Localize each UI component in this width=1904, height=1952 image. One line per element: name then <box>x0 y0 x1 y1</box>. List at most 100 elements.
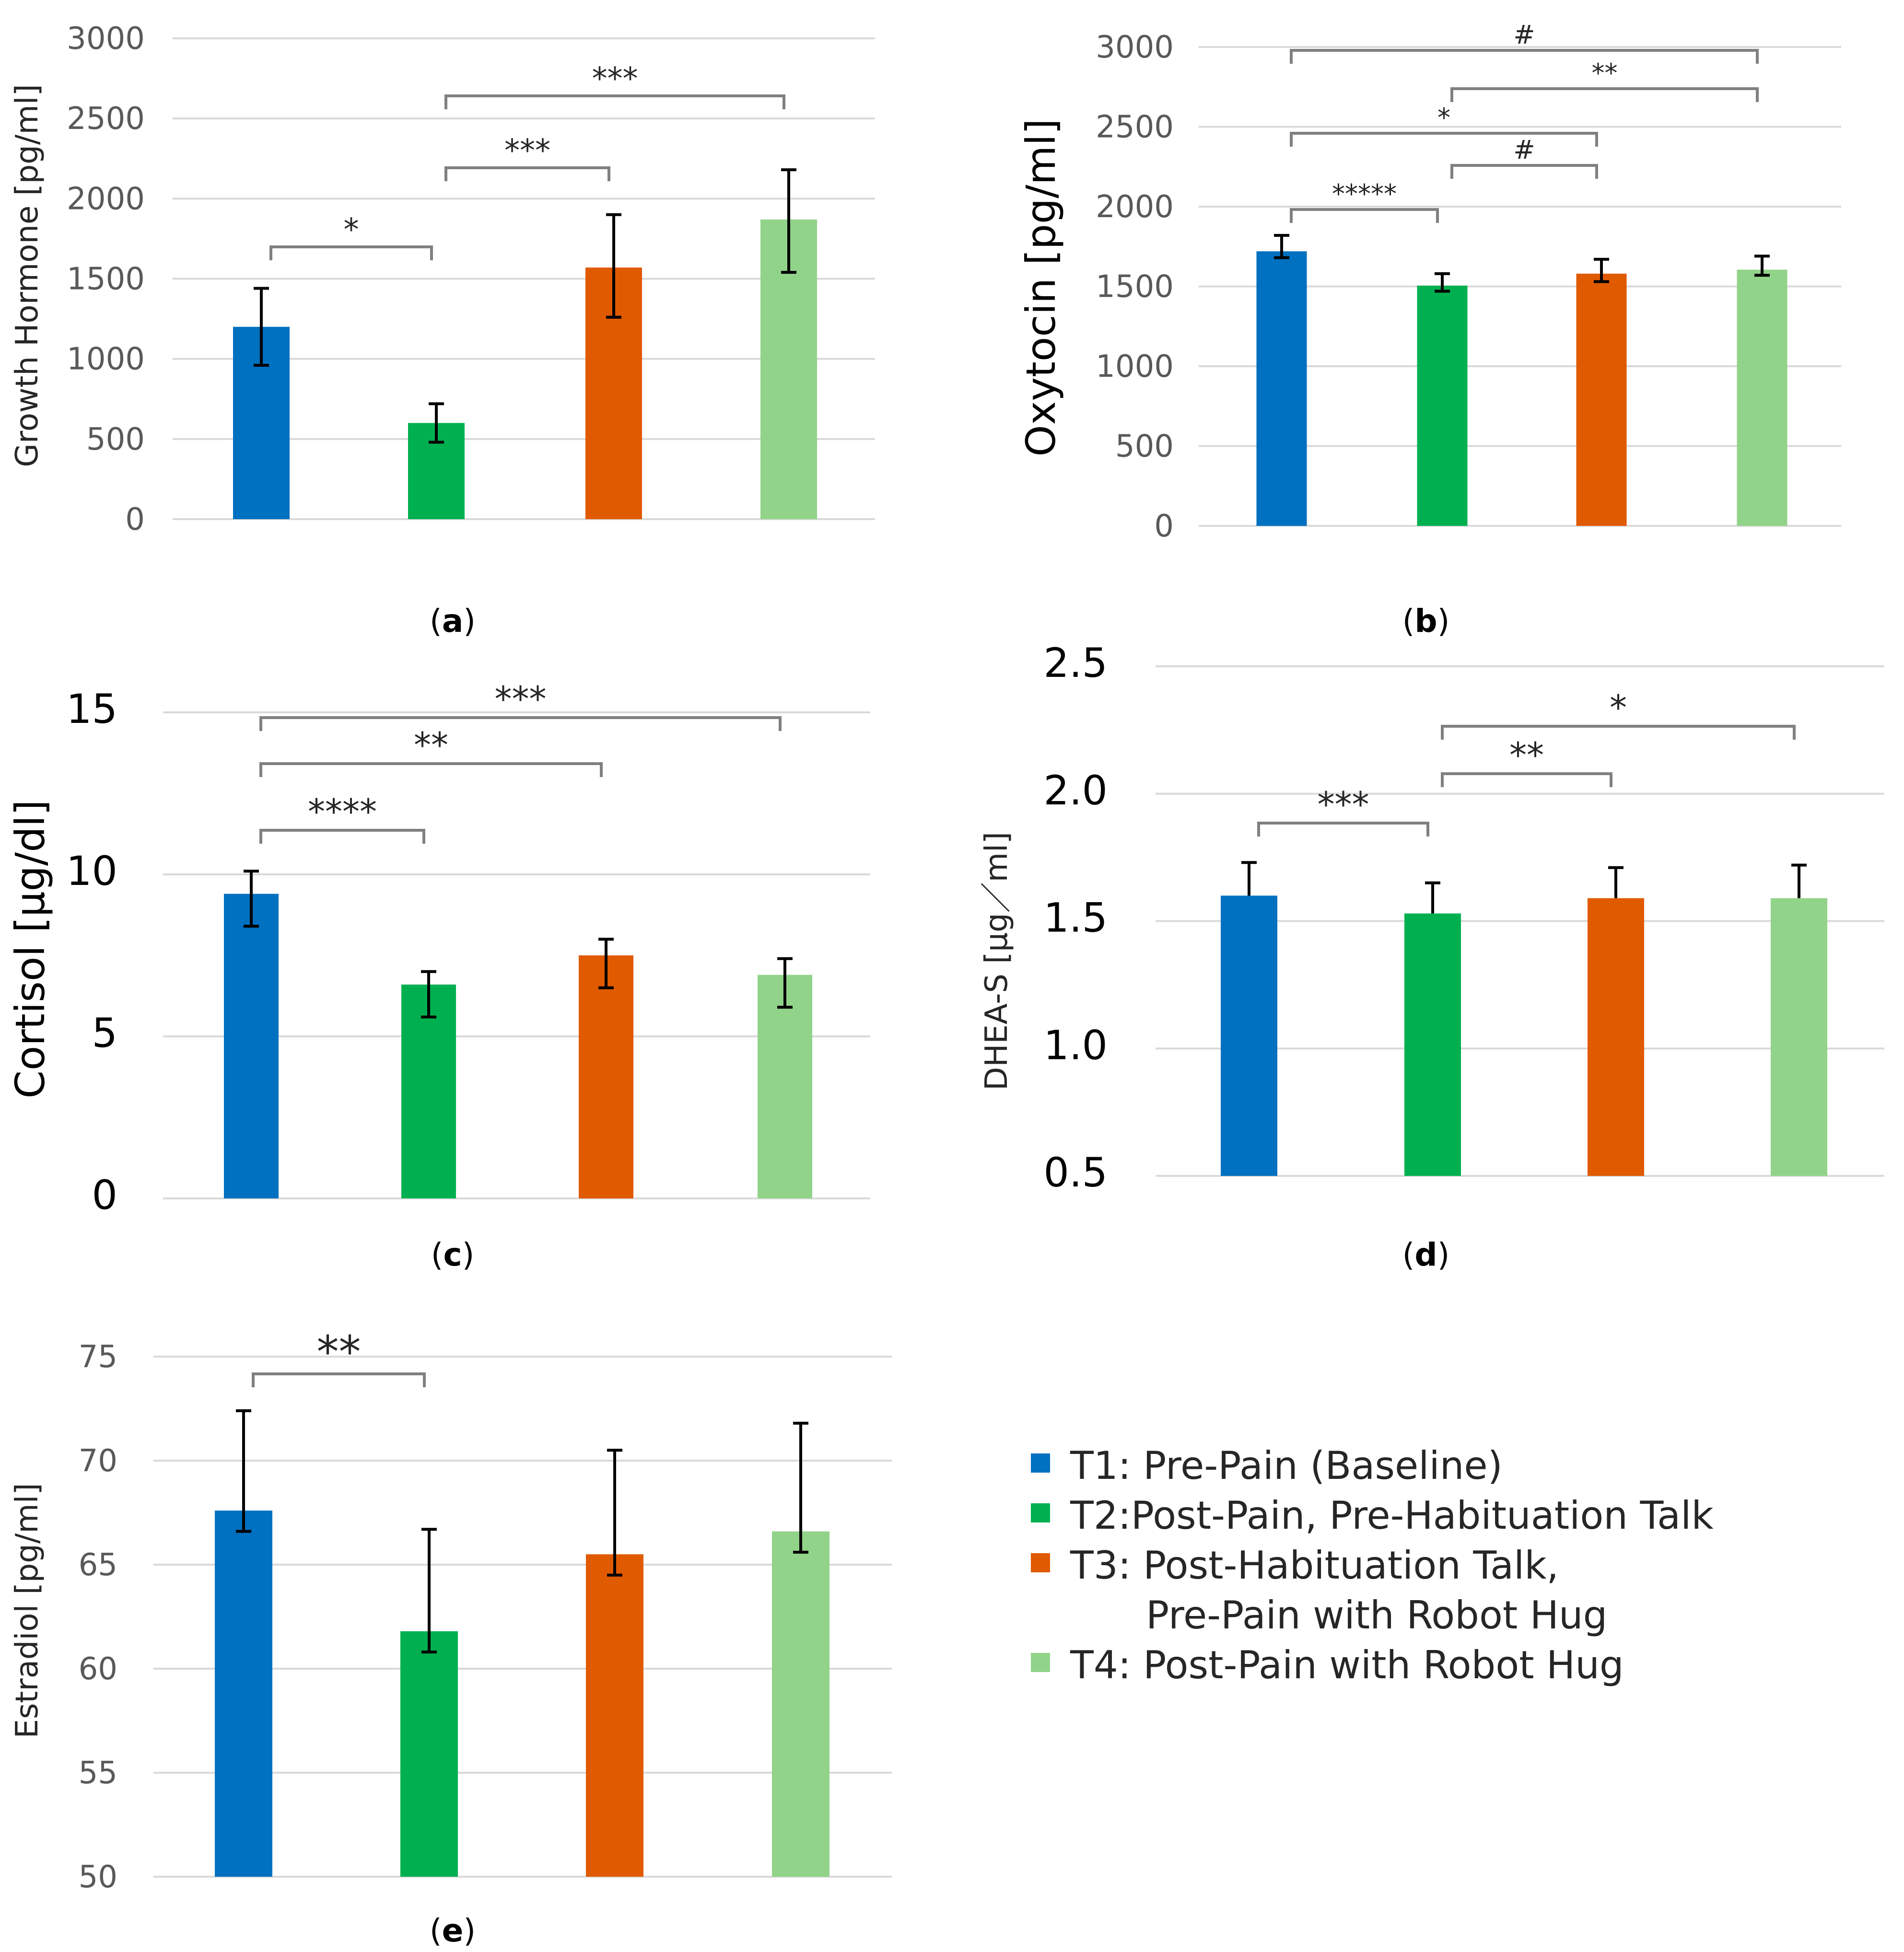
error-bar <box>1241 861 1257 896</box>
y-tick-label: 1000 <box>67 342 145 377</box>
y-tick-label: 0 <box>1154 509 1174 544</box>
significance-label: *** <box>495 679 547 719</box>
significance-label: ***** <box>1332 179 1397 209</box>
legend-label-t3: T3: Post-Habituation Talk, <box>1070 1543 1559 1588</box>
significance-bracket: * <box>1290 103 1598 147</box>
error-bar <box>607 1449 622 1577</box>
y-axis-title: DHEA-S [μg／ml] <box>979 832 1015 1091</box>
bar-t1 <box>1256 251 1307 526</box>
y-tick-label: 1000 <box>1096 349 1174 384</box>
y-tick-label: 2.5 <box>1043 639 1108 686</box>
bar-t2 <box>1417 285 1468 526</box>
bar-t1 <box>224 894 279 1198</box>
y-tick-label: 5 <box>92 1010 117 1057</box>
bar-t1 <box>215 1510 272 1877</box>
y-axis-title: Estradiol [pg/ml] <box>10 1483 45 1739</box>
legend-label-t1: T1: Pre-Pain (Baseline) <box>1070 1443 1503 1488</box>
y-tick-label: 65 <box>79 1547 117 1583</box>
error-bar <box>606 213 621 319</box>
y-axis-title: Oxytocin [pg/ml] <box>1017 119 1064 457</box>
y-axis-title: Cortisol [μg/dl] <box>7 800 54 1098</box>
significance-label: # <box>1513 135 1535 165</box>
y-tick-label: 60 <box>79 1651 117 1687</box>
significance-bracket: *** <box>259 679 782 731</box>
bar-t4 <box>1737 269 1787 526</box>
y-tick-label: 50 <box>79 1859 117 1895</box>
significance-bracket: # <box>1290 20 1759 64</box>
error-bar <box>1791 863 1807 898</box>
bar-t2 <box>1404 913 1461 1176</box>
significance-bracket: ***** <box>1290 179 1439 223</box>
error-bar <box>421 1528 437 1654</box>
error-bar <box>421 970 436 1019</box>
y-tick-label: 0 <box>125 502 145 537</box>
y-tick-label: 2000 <box>67 181 145 217</box>
significance-bracket: *** <box>1257 784 1429 837</box>
significance-label: # <box>1513 20 1535 50</box>
y-tick-label: 10 <box>66 848 117 895</box>
legend: T1: Pre-Pain (Baseline) T2:Post-Pain, Pr… <box>1031 1443 1714 1687</box>
significance-label: *** <box>592 61 638 97</box>
y-tick-label: 2.0 <box>1043 767 1108 814</box>
error-bar <box>777 957 793 1009</box>
y-tick-label: 2000 <box>1096 189 1174 225</box>
panel-d: 0.51.01.52.02.5 DHEA-S [μg／ml] ****** (d… <box>979 639 1884 1273</box>
significance-bracket: **** <box>259 791 425 844</box>
caption-letter: e <box>442 1912 464 1949</box>
error-bar <box>1435 272 1450 293</box>
significance-label: *** <box>1318 784 1369 825</box>
significance-label: **** <box>308 791 377 832</box>
bar-t3 <box>586 1554 643 1877</box>
y-tick-label: 75 <box>79 1339 117 1375</box>
significance-bracket: ** <box>1450 58 1759 102</box>
significance-bracket: * <box>1441 687 1796 740</box>
significance-label: ** <box>414 725 448 765</box>
panel-b: 0 500 1000 1500 2000 2500 3000 Oxytocin [pg/ml… <box>1017 20 1841 639</box>
y-tick-label: 500 <box>86 422 145 457</box>
y-tick-label: 0 <box>92 1172 117 1219</box>
significance-label: * <box>1437 103 1450 133</box>
error-bar <box>598 938 614 989</box>
panel-caption: (d) <box>1402 1236 1450 1273</box>
y-tick-label: 1.0 <box>1043 1022 1108 1069</box>
y-tick-label: 1500 <box>67 262 145 297</box>
legend-label-t4: T4: Post-Pain with Robot Hug <box>1070 1643 1624 1687</box>
significance-bracket: *** <box>444 61 785 109</box>
legend-swatch-t4 <box>1031 1653 1050 1672</box>
error-bar <box>793 1421 808 1554</box>
significance-bracket: ** <box>252 1326 426 1387</box>
legend-label-t2: T2:Post-Pain, Pre-Habituation Talk <box>1070 1493 1714 1538</box>
bar-t1 <box>1221 895 1277 1176</box>
caption-letter: c <box>443 1236 462 1273</box>
error-bar <box>244 870 259 928</box>
error-bar <box>1754 255 1770 277</box>
error-bar <box>781 168 796 274</box>
error-bar <box>1608 866 1624 898</box>
legend-swatch-t1 <box>1031 1453 1050 1473</box>
error-bar <box>1594 257 1609 283</box>
y-tick-label: 2500 <box>67 101 145 137</box>
y-tick-label: 1.5 <box>1043 895 1108 941</box>
significance-label: * <box>1610 687 1627 728</box>
bar-t3 <box>579 955 633 1198</box>
bar-t4 <box>1771 898 1827 1176</box>
y-tick-label: 0.5 <box>1043 1149 1108 1196</box>
y-tick-label: 1500 <box>1096 269 1174 305</box>
error-bar <box>1274 233 1289 259</box>
y-tick-label: 55 <box>79 1755 117 1791</box>
significance-bracket: ** <box>259 725 603 777</box>
significance-label: ** <box>1509 735 1544 775</box>
error-bar <box>1425 881 1440 914</box>
bar-t3 <box>1588 898 1644 1176</box>
significance-bracket: ** <box>1441 735 1612 787</box>
caption-letter: a <box>442 603 464 639</box>
bar-t4 <box>758 975 812 1198</box>
significance-label: ** <box>1592 58 1618 88</box>
y-tick-label: 500 <box>1115 429 1174 465</box>
significance-label: ** <box>317 1326 361 1378</box>
y-tick-label: 2500 <box>1096 110 1174 145</box>
bar-t2 <box>400 1631 458 1877</box>
bar-t3 <box>1576 273 1627 526</box>
significance-bracket: * <box>269 212 433 260</box>
